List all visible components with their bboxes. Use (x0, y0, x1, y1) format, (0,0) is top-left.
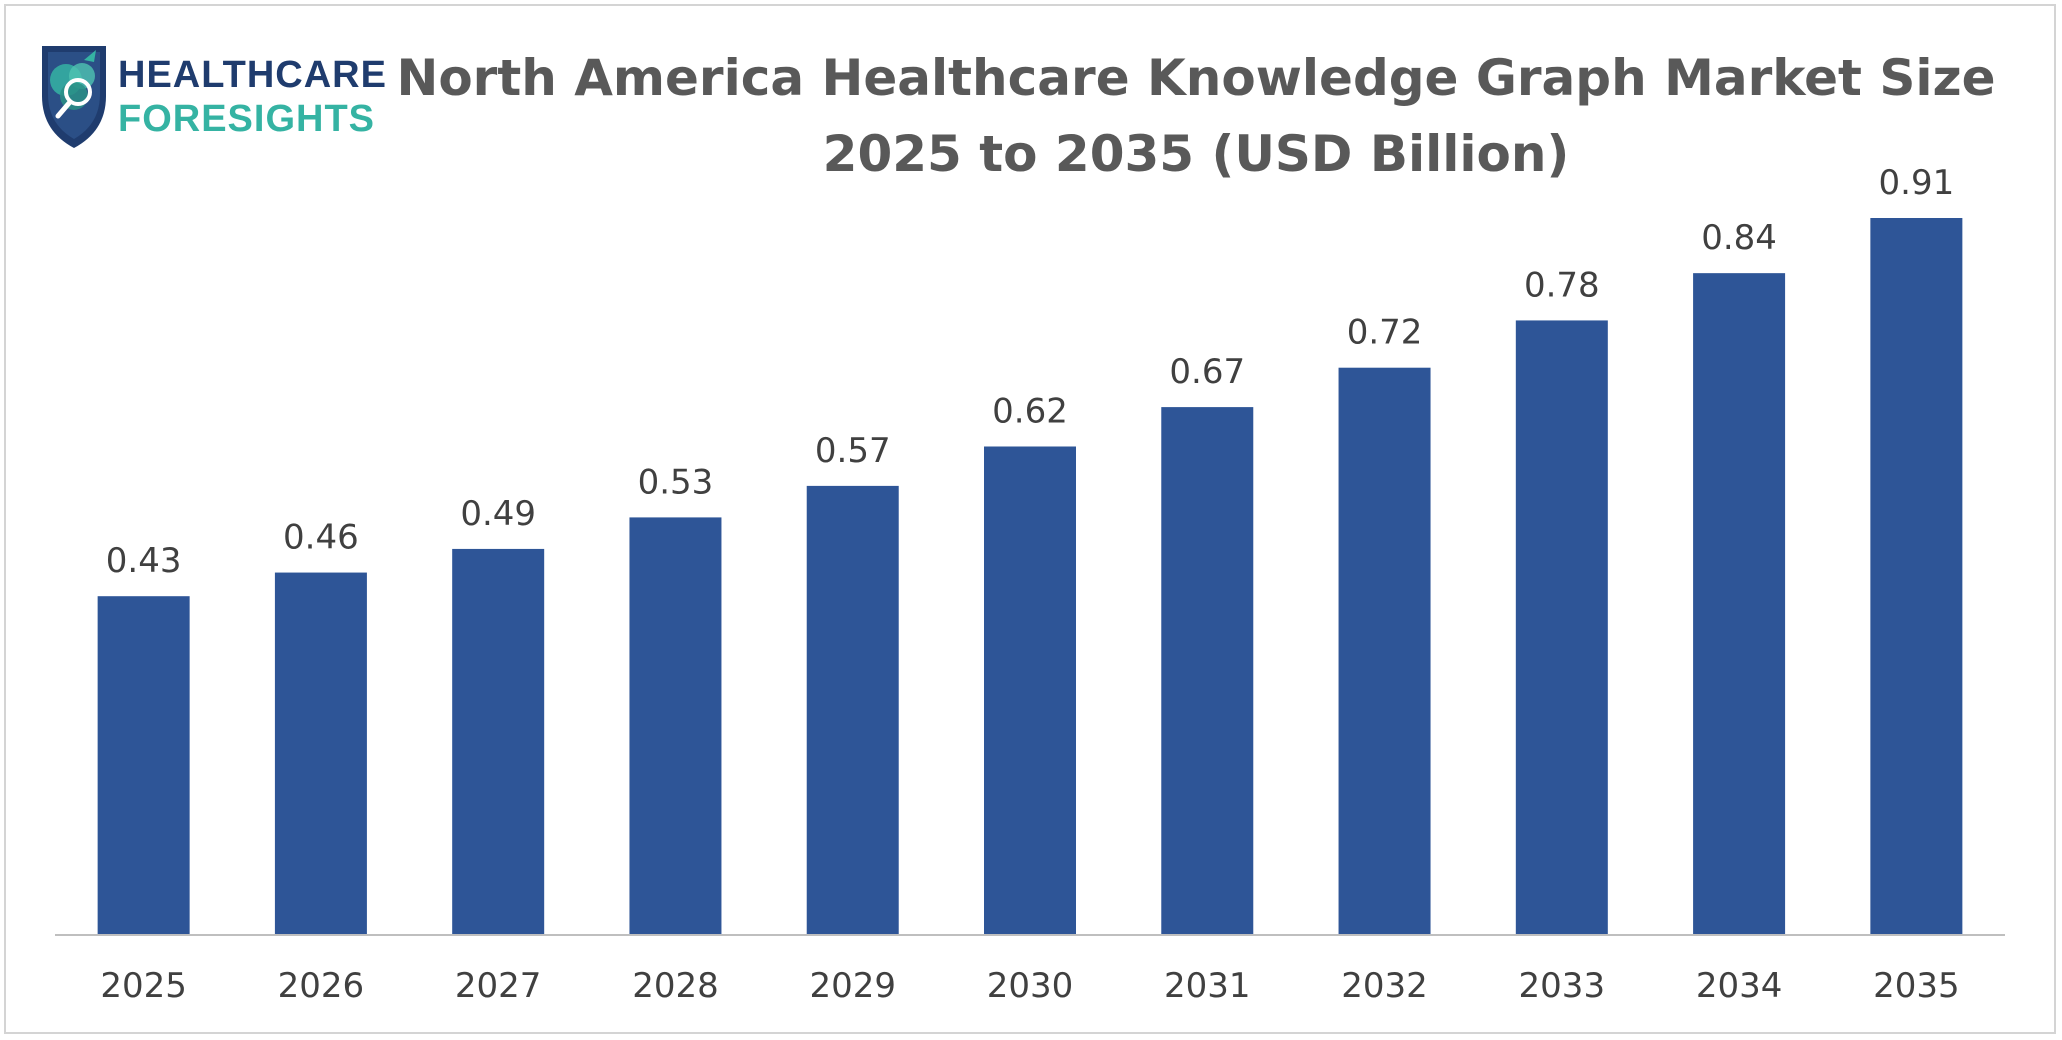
chart-subtitle: 2025 to 2035 (USD Billion) (822, 125, 1570, 183)
x-tick-label-2027: 2027 (455, 966, 542, 1006)
x-tick-label-2025: 2025 (100, 966, 187, 1006)
data-label-2032: 0.72 (1347, 313, 1423, 353)
bar-2033 (1515, 320, 1608, 935)
x-tick-label-2031: 2031 (1164, 966, 1251, 1006)
data-label-2030: 0.62 (992, 391, 1068, 431)
bar-2028 (629, 517, 722, 935)
data-label-2029: 0.57 (815, 431, 891, 471)
x-tick-label-2034: 2034 (1696, 966, 1783, 1006)
data-label-2035: 0.91 (1879, 163, 1955, 203)
bar-2030 (984, 446, 1076, 935)
bar-2026 (274, 572, 367, 935)
bar-2032 (1338, 367, 1431, 935)
x-tick-label-2028: 2028 (632, 966, 719, 1006)
data-label-2034: 0.84 (1701, 218, 1777, 258)
x-tick-label-2033: 2033 (1519, 966, 1606, 1006)
chart-title-block: North America Healthcare Knowledge Graph… (360, 40, 2032, 192)
x-tick-label-2032: 2032 (1341, 966, 1428, 1006)
data-label-2027: 0.49 (460, 494, 536, 534)
x-tick-label-2026: 2026 (278, 966, 365, 1006)
data-label-2033: 0.78 (1524, 265, 1600, 305)
data-label-2025: 0.43 (106, 541, 182, 581)
x-tick-label-2030: 2030 (987, 966, 1074, 1006)
data-label-2026: 0.46 (283, 518, 359, 558)
brain-magnifier-shield-icon (42, 46, 106, 148)
bar-2034 (1693, 273, 1786, 936)
company-logo: HEALTHCARE FORESIGHTS (34, 36, 386, 156)
logo-text-foresights: FORESIGHTS (118, 98, 376, 140)
bar-2025 (97, 596, 190, 935)
logo-text-healthcare: HEALTHCARE (118, 54, 387, 96)
bar-2035 (1870, 218, 1963, 935)
bar-2029 (806, 485, 899, 935)
data-label-2031: 0.67 (1169, 352, 1245, 392)
bar-2031 (1161, 407, 1254, 936)
x-tick-label-2029: 2029 (809, 966, 896, 1006)
data-label-2028: 0.53 (638, 462, 714, 502)
chart-title: North America Healthcare Knowledge Graph… (396, 49, 1996, 107)
bar-2027 (452, 548, 545, 935)
x-tick-label-2035: 2035 (1873, 966, 1960, 1006)
